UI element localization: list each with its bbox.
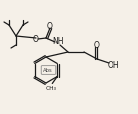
Text: NH: NH xyxy=(52,37,64,46)
Text: O: O xyxy=(33,34,39,43)
Text: O: O xyxy=(47,22,53,31)
Text: OH: OH xyxy=(107,60,119,69)
Text: CH₃: CH₃ xyxy=(46,85,57,90)
Text: O: O xyxy=(94,41,100,50)
Text: Abs: Abs xyxy=(43,68,53,73)
